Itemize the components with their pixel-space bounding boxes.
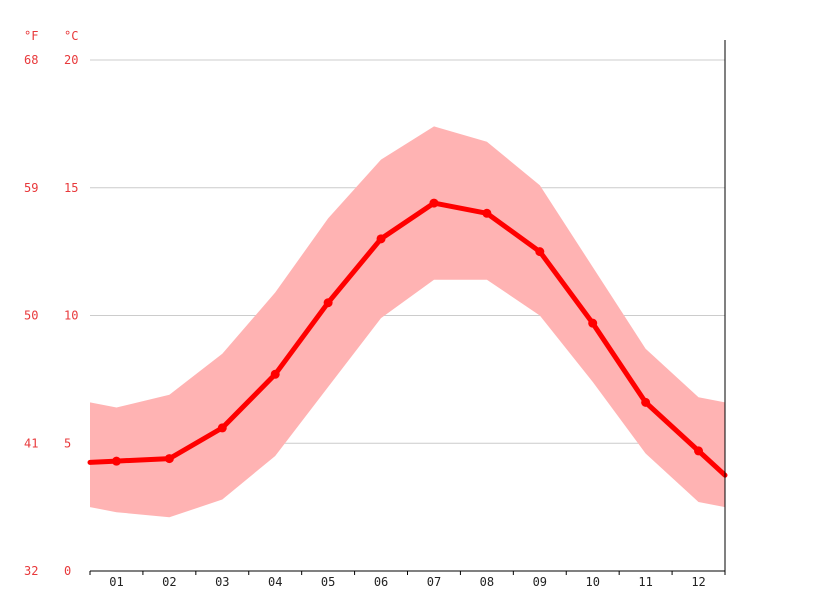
data-point-04	[270, 369, 280, 379]
unit-label-celsius: °C	[64, 29, 78, 43]
data-point-11	[641, 397, 651, 407]
data-point-02	[164, 454, 174, 464]
label-layer: °F °C 0 32 5 41 10 50 15 59 20 68 01 02 03 04 05 06 07 08…	[24, 29, 706, 589]
data-point-03	[217, 423, 227, 433]
xtick-06: 06	[374, 575, 388, 589]
data-point-06	[376, 234, 386, 244]
xtick-09: 09	[533, 575, 547, 589]
ytick-celsius-5: 5	[64, 436, 71, 450]
ytick-fahrenheit-32: 32	[24, 564, 38, 578]
ytick-fahrenheit-50: 50	[24, 309, 38, 323]
range-band-layer	[90, 126, 725, 518]
ytick-fahrenheit-59: 59	[24, 181, 38, 195]
xtick-03: 03	[215, 575, 229, 589]
data-point-08	[482, 208, 492, 218]
xtick-08: 08	[480, 575, 494, 589]
xtick-10: 10	[585, 575, 599, 589]
ytick-fahrenheit-68: 68	[24, 53, 38, 67]
ytick-celsius-20: 20	[64, 53, 78, 67]
data-point-01	[111, 456, 121, 466]
data-point-05	[323, 298, 333, 308]
xtick-01: 01	[109, 575, 123, 589]
xtick-04: 04	[268, 575, 282, 589]
data-point-07	[429, 198, 439, 208]
data-point-09	[535, 247, 545, 257]
temperature-range-band	[90, 126, 725, 518]
data-point-12	[694, 446, 704, 456]
ytick-celsius-0: 0	[64, 564, 71, 578]
xtick-02: 02	[162, 575, 176, 589]
average-temperature-line	[87, 200, 728, 478]
line-layer	[87, 198, 728, 478]
xtick-11: 11	[638, 575, 652, 589]
data-point-10	[588, 318, 598, 328]
ytick-fahrenheit-41: 41	[24, 436, 38, 450]
xtick-12: 12	[691, 575, 705, 589]
xtick-07: 07	[427, 575, 441, 589]
ytick-celsius-10: 10	[64, 309, 78, 323]
ytick-celsius-15: 15	[64, 181, 78, 195]
xtick-05: 05	[321, 575, 335, 589]
unit-label-fahrenheit: °F	[24, 29, 38, 43]
axis-layer	[89, 40, 726, 575]
